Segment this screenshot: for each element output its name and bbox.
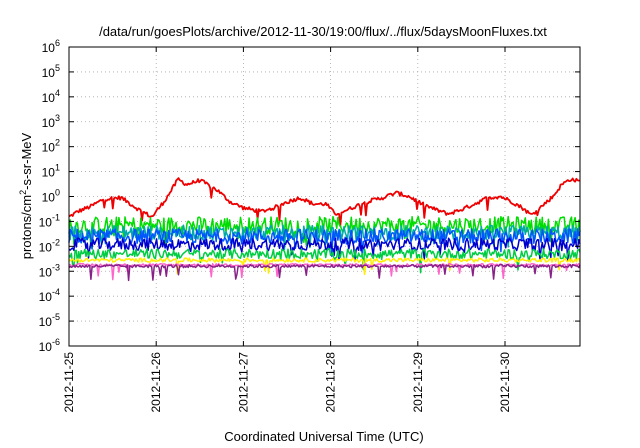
y-tick-label: 100: [42, 188, 60, 205]
y-tick-label: 10-2: [39, 237, 60, 254]
x-tick-label: 2012-11-27: [236, 352, 250, 413]
y-tick-label: 102: [42, 138, 60, 155]
y-tick-label: 103: [42, 113, 60, 130]
y-tick-label: 104: [42, 88, 60, 105]
series-line: [68, 228, 581, 258]
y-tick-label: 101: [42, 163, 60, 180]
x-tick-label: 2012-11-30: [498, 352, 512, 413]
x-tick-label: 2012-11-26: [149, 352, 163, 413]
y-tick-label: 105: [42, 63, 60, 80]
y-tick-label: 10-5: [39, 312, 60, 329]
x-tick-label: 2012-11-25: [62, 352, 76, 413]
y-axis: 10-6 10-5 10-4 10-3 10-2 10-1 100 101 102 103 104 1…: [39, 38, 580, 354]
y-axis-title: protons/cm2-s-sr-MeV: [18, 132, 34, 259]
series-line: [68, 263, 581, 282]
series-line: [68, 177, 581, 228]
x-tick-label: 2012-11-28: [324, 352, 338, 413]
series-line: [68, 215, 581, 249]
series-line: [68, 262, 581, 281]
y-tick-label: 10-4: [39, 287, 60, 304]
y-tick-label: 10-6: [39, 337, 60, 354]
series-line: [68, 248, 581, 274]
y-tick-label: 106: [42, 38, 60, 55]
series-layer: [68, 177, 581, 282]
x-axis: 2012-11-25 2012-11-26 2012-11-27 2012-11-28…: [62, 47, 512, 413]
x-axis-title: Coordinated Universal Time (UTC): [224, 429, 423, 444]
y-tick-label: 10-1: [39, 212, 60, 229]
chart-title: /data/run/goesPlots/archive/2012-11-30/1…: [99, 24, 547, 39]
series-line: [68, 257, 581, 276]
x-tick-label: 2012-11-29: [411, 352, 425, 413]
y-tick-label: 10-3: [39, 262, 60, 279]
